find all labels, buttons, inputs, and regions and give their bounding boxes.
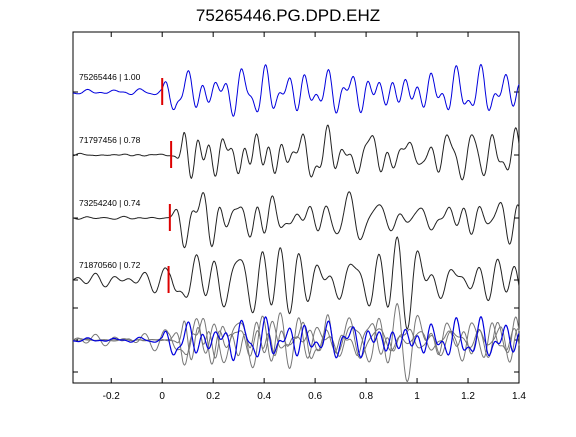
x-tick-label: 0.4 [257, 391, 271, 402]
x-tick-label: 0.2 [206, 391, 220, 402]
x-axis: -0.2 0 0.2 0.4 0.6 0.8 1 1.2 1.4 [73, 32, 526, 402]
trace-label: 75265446 | 1.00 [79, 72, 141, 82]
trace-line [72, 236, 520, 330]
overlay-group [72, 302, 520, 383]
trace-label: 71797456 | 0.78 [79, 135, 141, 145]
overlay-trace [73, 316, 520, 362]
trace-labels: 75265446 | 1.00 71797456 | 0.78 73254240 |… [79, 72, 141, 270]
x-tick-label: 1.4 [512, 391, 526, 402]
pick-markers [161, 78, 173, 293]
x-tick-label: 0 [159, 391, 165, 402]
traces [72, 63, 520, 383]
x-tick-label: 1.2 [461, 391, 475, 402]
x-tick-label: 0.6 [308, 391, 322, 402]
trace-line [72, 191, 520, 249]
trace-line [72, 63, 520, 117]
trace-label: 73254240 | 0.74 [79, 198, 141, 208]
x-tick-label: 1 [414, 391, 420, 402]
trace-line [72, 124, 520, 181]
chart-title: 75265446.PG.DPD.EHZ [195, 6, 381, 25]
x-tick-label: 0.8 [359, 391, 373, 402]
axes-frame [72, 31, 520, 384]
x-tick-label: -0.2 [103, 391, 121, 402]
trace-label: 71870560 | 0.72 [79, 260, 141, 270]
